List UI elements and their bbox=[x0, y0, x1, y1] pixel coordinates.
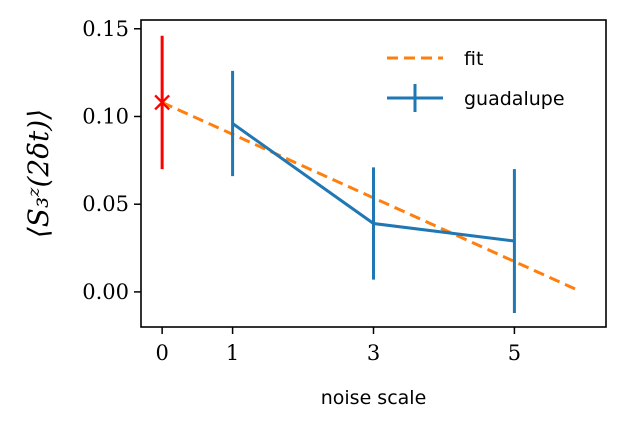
y-tick-label: 0.00 bbox=[82, 280, 129, 304]
y-axis-label: ⟨S₃ᶻ(2δt)⟩ bbox=[22, 109, 55, 238]
x-axis-label: noise scale bbox=[321, 387, 427, 409]
x-tick-label: 1 bbox=[226, 341, 239, 365]
x-axis-ticks: 0 1 3 5 bbox=[155, 327, 521, 365]
legend: fit guadalupe bbox=[387, 48, 565, 112]
y-axis-ticks: 0.00 0.05 0.10 0.15 bbox=[82, 17, 141, 304]
y-tick-label: 0.05 bbox=[82, 192, 129, 216]
plot-marks bbox=[154, 35, 579, 313]
y-tick-label: 0.10 bbox=[82, 104, 129, 128]
x-tick-label: 0 bbox=[155, 341, 168, 365]
y-tick-label: 0.15 bbox=[82, 17, 129, 41]
legend-label-fit: fit bbox=[464, 48, 483, 70]
x-tick-label: 3 bbox=[367, 341, 380, 365]
extrapolated-point-marker bbox=[154, 94, 170, 111]
legend-label-guadalupe: guadalupe bbox=[464, 88, 565, 110]
x-tick-label: 5 bbox=[508, 341, 521, 365]
